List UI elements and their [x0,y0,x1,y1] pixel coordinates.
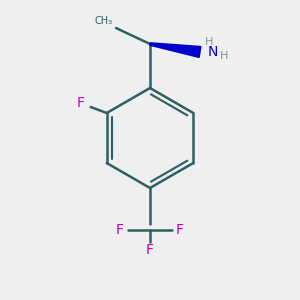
Text: H: H [220,51,228,61]
Text: F: F [176,223,184,237]
Text: CH₃: CH₃ [95,16,113,26]
Text: H: H [205,37,213,47]
Text: N: N [208,45,218,59]
Polygon shape [150,43,201,57]
Text: F: F [146,243,154,257]
Text: F: F [77,96,85,110]
Text: F: F [116,223,124,237]
